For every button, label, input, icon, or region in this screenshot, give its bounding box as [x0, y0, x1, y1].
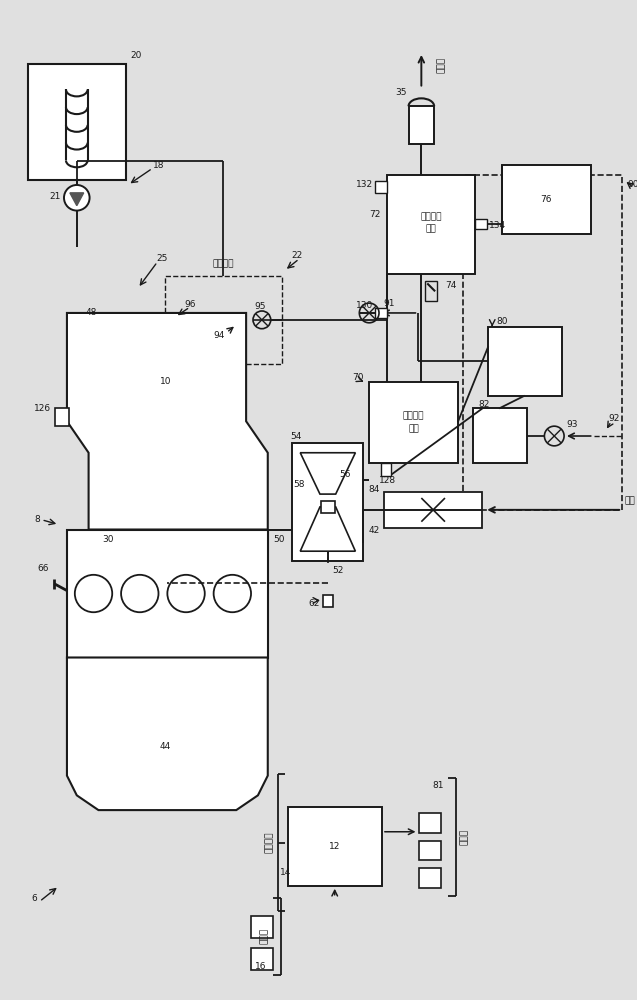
Bar [251, 948, 273, 970]
Text: 装置: 装置 [426, 225, 436, 234]
Text: 到大气: 到大气 [437, 57, 446, 73]
Text: 14: 14 [280, 868, 291, 877]
Bar [473, 408, 527, 463]
Text: 传感器: 传感器 [260, 928, 269, 944]
Bar [419, 841, 441, 860]
Text: 50: 50 [274, 535, 285, 544]
Bar [419, 813, 441, 833]
Text: 12: 12 [329, 842, 340, 851]
Text: 62: 62 [308, 599, 320, 608]
Text: 91: 91 [383, 299, 394, 308]
Bar [27, 64, 126, 180]
Text: 128: 128 [379, 476, 396, 485]
Bar [375, 181, 387, 193]
Text: 96: 96 [184, 300, 196, 309]
Text: 80: 80 [496, 317, 508, 326]
Text: 58: 58 [294, 480, 305, 489]
Bar [387, 175, 475, 274]
Text: 装置: 装置 [408, 425, 419, 434]
Text: 74: 74 [445, 281, 456, 290]
Bar [408, 106, 434, 144]
Bar [55, 408, 69, 426]
Text: 130: 130 [356, 301, 373, 310]
Text: 6: 6 [32, 894, 38, 903]
Bar [67, 530, 268, 658]
Text: 16: 16 [255, 962, 267, 971]
Bar [166, 276, 282, 364]
Text: 18: 18 [153, 161, 164, 170]
Text: 35: 35 [395, 88, 406, 97]
Text: 54: 54 [290, 432, 302, 441]
Bar [289, 807, 382, 886]
Text: 84: 84 [369, 485, 380, 494]
Bar [375, 308, 387, 318]
Bar [384, 492, 482, 528]
Text: 70: 70 [352, 373, 363, 382]
Bar [369, 382, 458, 463]
Text: 126: 126 [34, 404, 51, 413]
Text: 进气: 进气 [624, 496, 635, 505]
Text: 25: 25 [157, 254, 168, 263]
Text: 排放控制: 排放控制 [420, 212, 442, 221]
Text: 66: 66 [38, 564, 49, 573]
Bar [419, 868, 441, 888]
Text: 42: 42 [369, 526, 380, 535]
Text: 72: 72 [369, 210, 381, 219]
Text: 30: 30 [103, 535, 114, 544]
Bar [292, 443, 363, 561]
Polygon shape [300, 453, 355, 494]
Bar [323, 595, 333, 607]
Circle shape [64, 185, 90, 211]
Polygon shape [67, 313, 268, 530]
Text: 82: 82 [478, 400, 490, 409]
Text: 44: 44 [160, 742, 171, 751]
Text: 来自大气: 来自大气 [213, 259, 234, 268]
Text: 90: 90 [627, 180, 637, 189]
Text: 81: 81 [433, 781, 444, 790]
Bar [381, 463, 391, 476]
Text: 8: 8 [34, 515, 40, 524]
Text: 94: 94 [214, 331, 225, 340]
Text: 95: 95 [254, 302, 266, 311]
Bar [462, 175, 622, 510]
Bar [502, 165, 590, 234]
Text: 93: 93 [566, 420, 578, 429]
Bar [426, 281, 437, 301]
Text: 132: 132 [356, 180, 373, 189]
Text: 48: 48 [85, 308, 97, 317]
Text: 76: 76 [541, 195, 552, 204]
Polygon shape [300, 507, 355, 551]
Text: 52: 52 [333, 566, 344, 575]
Text: 排放控制: 排放控制 [403, 412, 424, 421]
Text: 134: 134 [489, 221, 506, 230]
Bar [489, 327, 562, 396]
Polygon shape [67, 658, 268, 810]
Text: 控制系统: 控制系统 [265, 832, 274, 853]
Text: 10: 10 [160, 377, 171, 386]
Bar [321, 501, 334, 513]
Text: 执行器: 执行器 [460, 829, 469, 845]
Text: 21: 21 [50, 192, 61, 201]
Text: 22: 22 [291, 251, 303, 260]
Bar [251, 916, 273, 938]
Text: 92: 92 [608, 414, 620, 423]
Text: 20: 20 [130, 51, 141, 60]
Bar [475, 219, 487, 229]
Text: 56: 56 [339, 470, 350, 479]
Polygon shape [70, 193, 83, 206]
